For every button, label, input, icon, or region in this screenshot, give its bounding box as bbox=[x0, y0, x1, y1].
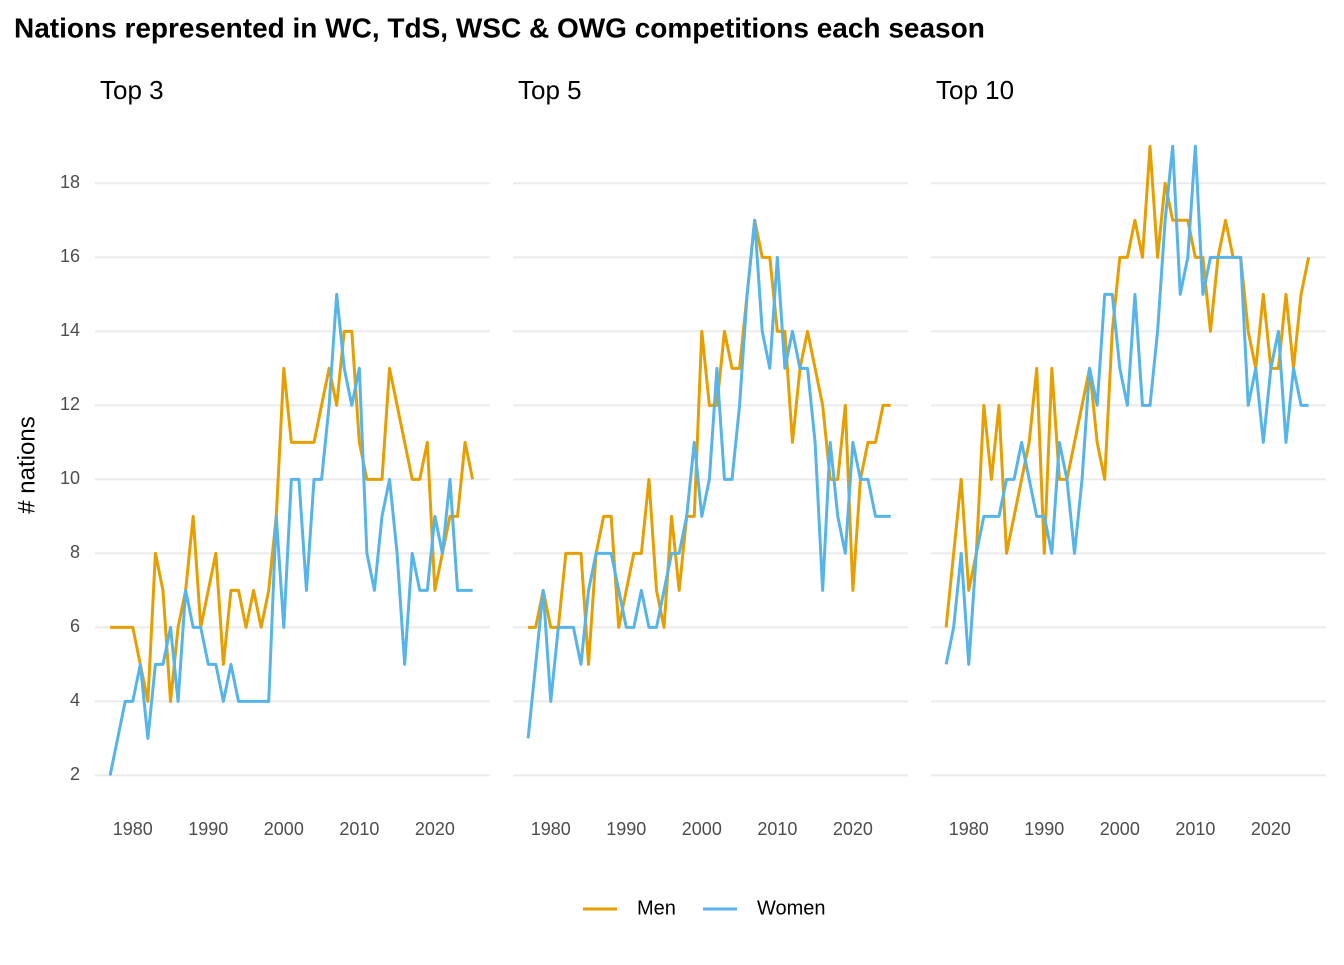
y-tick-label: 4 bbox=[70, 690, 80, 710]
data-line bbox=[110, 329, 475, 703]
y-tick-label: 16 bbox=[60, 246, 80, 266]
facet-title: Top 10 bbox=[936, 75, 1014, 105]
x-tick-label: 1980 bbox=[949, 819, 989, 839]
legend-label: Men bbox=[637, 897, 676, 919]
facet-title: Top 3 bbox=[100, 75, 164, 105]
data-line bbox=[944, 144, 1311, 628]
y-tick-label: 18 bbox=[60, 172, 80, 192]
x-tick-label: 2020 bbox=[833, 819, 873, 839]
x-tick-label: 2000 bbox=[682, 819, 722, 839]
x-tick-label: 1980 bbox=[531, 819, 571, 839]
facet-title: Top 5 bbox=[518, 75, 582, 105]
x-tick-label: 2020 bbox=[1251, 819, 1291, 839]
x-tick-label: 2010 bbox=[1175, 819, 1215, 839]
x-tick-label: 2010 bbox=[339, 819, 379, 839]
y-tick-label: 12 bbox=[60, 394, 80, 414]
y-tick-label: 14 bbox=[60, 320, 80, 340]
legend-label: Women bbox=[757, 897, 826, 919]
y-tick-label: 8 bbox=[70, 542, 80, 562]
x-tick-label: 1980 bbox=[113, 819, 153, 839]
x-tick-label: 2000 bbox=[264, 819, 304, 839]
y-axis-label: # nations bbox=[13, 416, 40, 513]
x-tick-label: 2000 bbox=[1100, 819, 1140, 839]
chart-title: Nations represented in WC, TdS, WSC & OW… bbox=[14, 12, 985, 43]
x-tick-label: 2010 bbox=[757, 819, 797, 839]
data-line bbox=[944, 144, 1309, 666]
y-tick-label: 10 bbox=[60, 468, 80, 488]
data-line bbox=[528, 218, 891, 666]
y-tick-label: 2 bbox=[70, 764, 80, 784]
x-tick-label: 1990 bbox=[606, 819, 646, 839]
x-tick-label: 2020 bbox=[415, 819, 455, 839]
x-tick-label: 1990 bbox=[188, 819, 228, 839]
data-line bbox=[108, 292, 473, 776]
x-tick-label: 1990 bbox=[1024, 819, 1064, 839]
y-tick-label: 6 bbox=[70, 616, 80, 636]
data-line bbox=[526, 218, 891, 739]
